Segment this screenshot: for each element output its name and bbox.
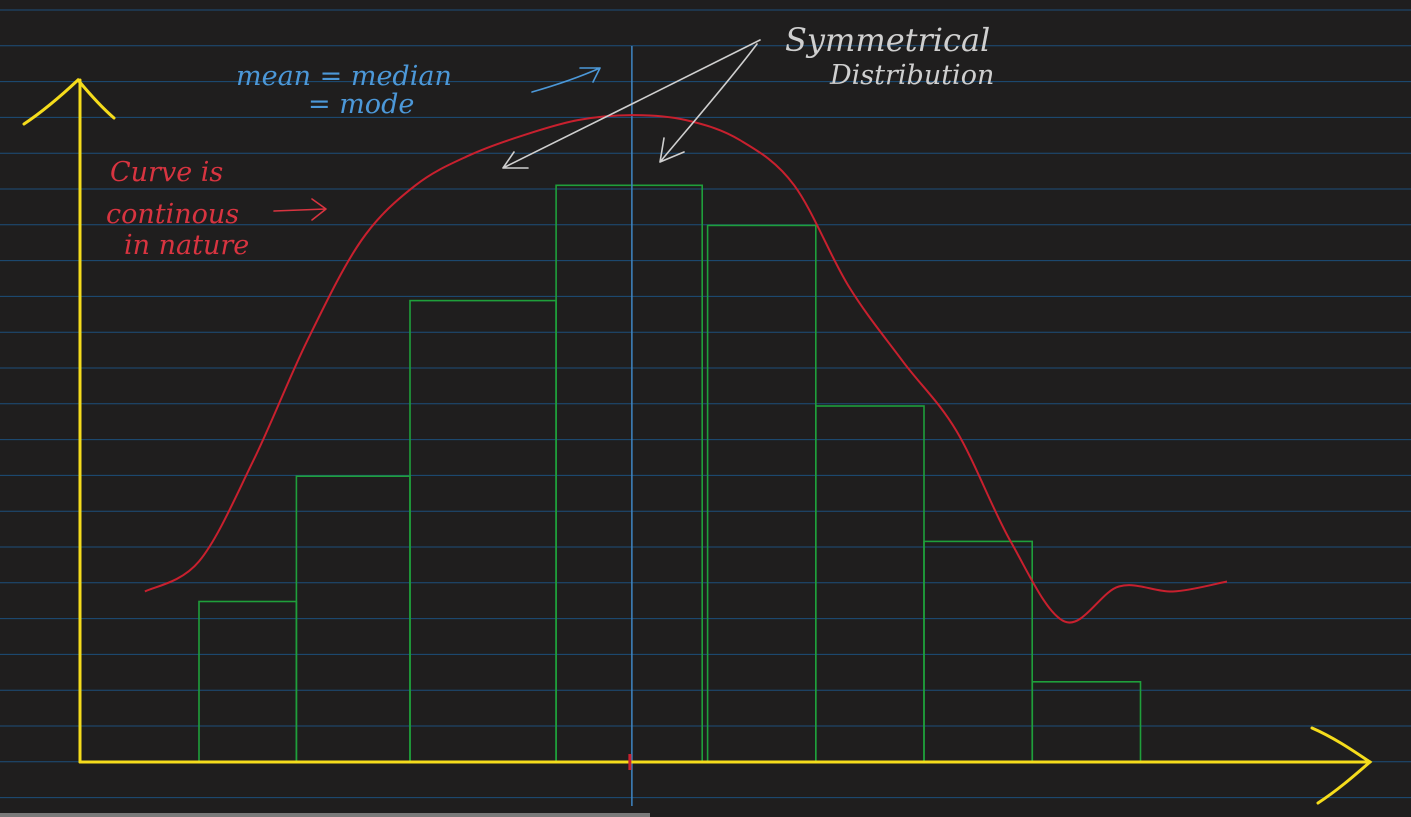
mean-arrow (531, 67, 601, 93)
continous-text: continous (106, 199, 239, 230)
symmetrical-distribution-note: Symmetrical Distribution (502, 21, 994, 169)
bottom-scrollbar[interactable] (0, 813, 650, 817)
curve-arrow (273, 198, 327, 221)
axes (22, 77, 1373, 805)
mean-median-mode-note: mean = median = mode (236, 61, 601, 120)
y-axis-arrowhead (22, 77, 116, 126)
distribution-curve (144, 114, 1228, 624)
curve-is-text: Curve is (110, 157, 223, 188)
distribution-text: Distribution (829, 60, 994, 91)
symmetrical-text: Symmetrical (785, 21, 990, 59)
in-nature-text: in nature (124, 230, 249, 261)
x-axis-arrowhead (1310, 726, 1373, 805)
mean-equals-median-text: mean = median (236, 61, 452, 92)
symmetry-arrow-right (659, 43, 758, 163)
curve-continuous-note: Curve is continous in nature (106, 157, 327, 261)
equals-mode-text: = mode (308, 89, 414, 120)
symmetry-arrow-left (502, 39, 761, 169)
